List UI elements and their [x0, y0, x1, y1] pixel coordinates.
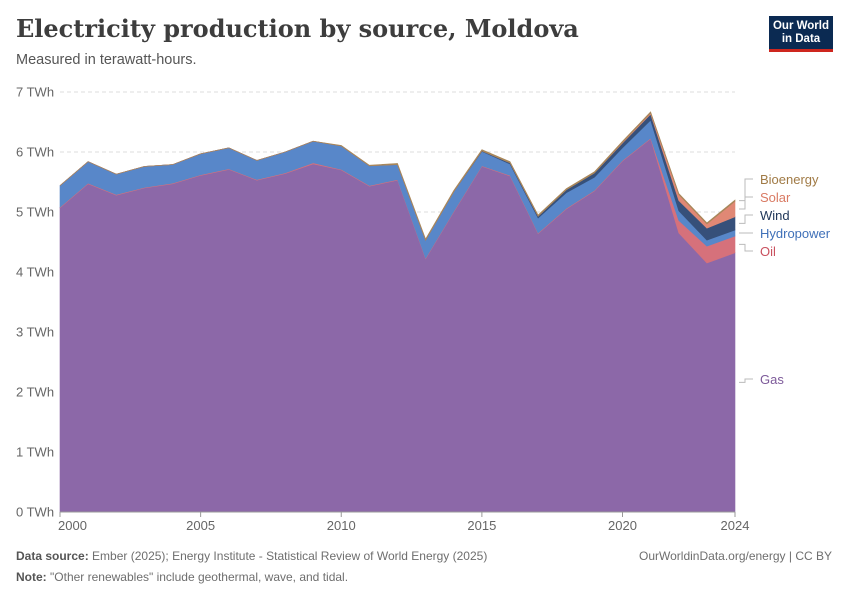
- x-tick-label: 2005: [186, 518, 215, 533]
- y-tick-label: 1 TWh: [16, 445, 54, 460]
- y-tick-label: 4 TWh: [16, 265, 54, 280]
- axes: 0 TWh 1 TWh 2 TWh 3 TWh 4 TWh 5 TWh 6 TWh 7 TWh…: [16, 85, 749, 534]
- y-tick-label: 7 TWh: [16, 85, 54, 100]
- legend-label-solar[interactable]: Solar: [760, 190, 791, 205]
- legend[interactable]: Bioenergy Solar Wind Hydropower Oil Gas: [739, 172, 831, 387]
- note-text: "Other renewables" include geothermal, w…: [50, 570, 349, 584]
- legend-connector: [739, 178, 753, 202]
- y-tick-label: 2 TWh: [16, 385, 54, 400]
- y-tick-label: 6 TWh: [16, 145, 54, 160]
- chart-subtitle: Measured in terawatt-hours.: [16, 52, 197, 68]
- data-source-text: Ember (2025); Energy Institute - Statist…: [92, 549, 488, 563]
- y-tick-label: 3 TWh: [16, 325, 54, 340]
- legend-label-oil[interactable]: Oil: [760, 244, 776, 259]
- data-source: Data source: Ember (2025); Energy Instit…: [16, 549, 487, 563]
- logo-line-1: Our World: [772, 20, 829, 32]
- x-tick-label: 2010: [327, 518, 356, 533]
- legend-label-hydropower[interactable]: Hydropower: [760, 226, 831, 241]
- area-series[interactable]: [59, 111, 736, 513]
- legend-connector: [739, 243, 753, 252]
- legend-connector: [739, 378, 753, 383]
- legend-label-bioenergy[interactable]: Bioenergy: [760, 172, 819, 187]
- data-source-label: Data source:: [16, 549, 89, 563]
- legend-connector: [739, 214, 753, 224]
- x-tick-label: 2024: [721, 518, 750, 533]
- legend-label-gas[interactable]: Gas: [760, 372, 784, 387]
- legend-label-wind[interactable]: Wind: [760, 208, 790, 223]
- x-tick-label: 2015: [467, 518, 496, 533]
- credit-link[interactable]: OurWorldinData.org/energy | CC BY: [639, 549, 832, 563]
- area-gas[interactable]: [59, 138, 736, 513]
- y-tick-label: 0 TWh: [16, 505, 54, 520]
- chart-note: Note: "Other renewables" include geother…: [16, 570, 348, 584]
- legend-connector: [739, 196, 753, 210]
- area-bioenergy[interactable]: [59, 111, 736, 241]
- x-tick-label: 2020: [608, 518, 637, 533]
- note-label: Note:: [16, 570, 47, 584]
- logo-line-2: in Data: [781, 33, 821, 45]
- owid-logo[interactable]: Our World in Data: [769, 16, 833, 52]
- stacked-area-chart: 0 TWh 1 TWh 2 TWh 3 TWh 4 TWh 5 TWh 6 TWh 7 TWh…: [16, 85, 831, 534]
- x-tick-label: 2000: [58, 518, 87, 533]
- chart-title: Electricity production by source, Moldov…: [16, 14, 579, 43]
- y-tick-label: 5 TWh: [16, 205, 54, 220]
